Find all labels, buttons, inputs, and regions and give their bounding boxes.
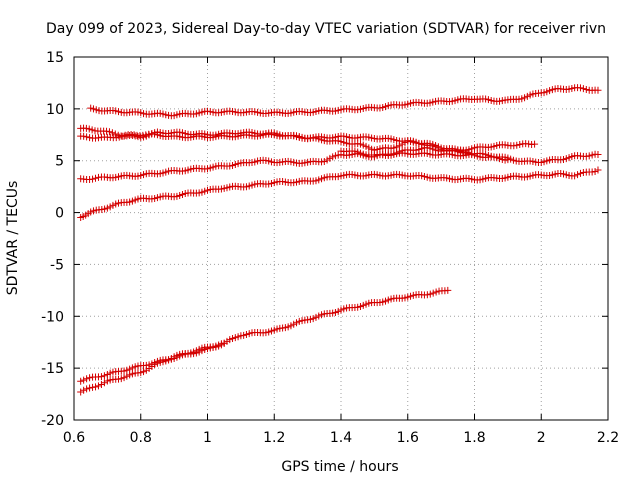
data-point [151, 130, 159, 138]
x-tick-label: 1.2 [263, 430, 285, 446]
data-point [86, 134, 94, 142]
series-track-1 [87, 84, 602, 120]
data-point [94, 134, 102, 142]
series-track-8 [77, 339, 228, 396]
x-tick-label: 2.2 [597, 430, 619, 446]
data-point [111, 130, 119, 138]
series-track-6 [77, 166, 602, 221]
data-point [97, 373, 105, 381]
data-points [77, 84, 602, 396]
data-point [89, 175, 97, 183]
data-point [220, 339, 228, 347]
data-point [86, 374, 94, 382]
series-track-5 [337, 147, 512, 164]
data-point [121, 131, 129, 139]
series-track-7 [77, 286, 452, 385]
data-point [576, 84, 584, 92]
chart-title: Day 099 of 2023, Sidereal Day-to-day VTE… [46, 21, 606, 37]
data-point [82, 124, 90, 132]
data-point [100, 379, 108, 387]
data-point [444, 286, 452, 294]
x-tick-label: 1 [203, 430, 212, 446]
x-tick-label: 2 [537, 430, 546, 446]
data-point [513, 141, 521, 149]
data-point [426, 290, 434, 298]
data-point [594, 86, 602, 94]
x-tick-label: 1.4 [330, 430, 352, 446]
data-point [591, 168, 599, 176]
y-axis-label: SDTVAR / TECUs [5, 181, 21, 296]
x-tick-label: 1.8 [463, 430, 485, 446]
data-point [83, 385, 91, 393]
data-point [594, 150, 602, 158]
data-point [588, 151, 596, 159]
data-point [89, 383, 97, 391]
data-point [571, 172, 579, 180]
y-tick-label: 0 [55, 206, 64, 222]
data-point [80, 376, 88, 384]
y-tick-label: 10 [46, 102, 64, 118]
data-point [525, 140, 533, 148]
data-point [576, 169, 584, 177]
data-point [100, 372, 108, 380]
data-point [85, 125, 93, 133]
data-point [510, 142, 518, 150]
data-point [86, 384, 94, 392]
data-point [142, 131, 150, 139]
data-point [80, 386, 88, 394]
data-point [108, 129, 116, 137]
data-point [103, 127, 111, 135]
data-point [83, 375, 91, 383]
data-point [92, 174, 100, 182]
data-point [504, 156, 512, 164]
y-tick-labels: -20 -15 -10 -5 0 5 10 15 [41, 50, 64, 429]
data-point [97, 380, 105, 388]
y-tick-label: -15 [41, 361, 64, 377]
data-point [582, 86, 590, 94]
x-axis-label: GPS time / hours [281, 459, 398, 475]
y-tick-label: -10 [41, 309, 64, 325]
data-point [432, 288, 440, 296]
data-point [516, 140, 524, 148]
x-tick-label: 0.6 [63, 430, 85, 446]
data-point [112, 134, 120, 142]
x-tick-labels: 0.6 0.8 1 1.2 1.4 1.6 1.8 2 2.2 [63, 430, 619, 446]
data-point [118, 132, 126, 140]
data-point [579, 85, 587, 93]
data-point [105, 128, 113, 136]
data-point [423, 291, 431, 299]
y-tick-label: 5 [55, 154, 64, 170]
data-point [429, 289, 437, 297]
data-point [531, 140, 539, 148]
y-tick-label: 15 [46, 50, 64, 66]
y-tick-label: -20 [41, 413, 64, 429]
x-tick-label: 0.8 [130, 430, 152, 446]
data-point [88, 126, 96, 134]
data-point [594, 166, 602, 174]
y-tick-label: -5 [50, 257, 64, 273]
data-point [77, 388, 85, 396]
data-point [130, 131, 138, 139]
data-point [574, 171, 582, 179]
data-point [83, 133, 91, 141]
data-point [80, 132, 88, 140]
data-point [585, 152, 593, 160]
data-point [94, 382, 102, 390]
data-point [139, 131, 147, 139]
axis-ticks [73, 56, 609, 421]
data-point [115, 133, 123, 141]
data-point [77, 377, 85, 385]
data-point [92, 383, 100, 391]
x-tick-label: 1.6 [397, 430, 419, 446]
